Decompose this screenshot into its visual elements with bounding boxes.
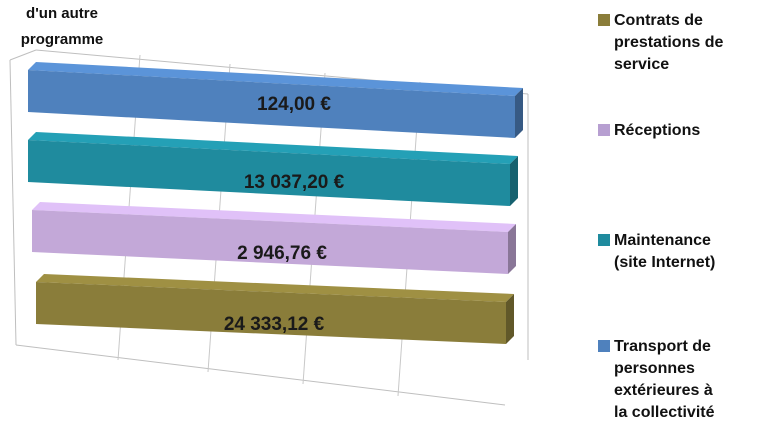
bar-contrats: [36, 282, 506, 344]
legend-item-transport: Transport de personnes extérieures à la …: [598, 336, 715, 424]
bars-group: [28, 62, 523, 344]
bar-end-contrats: [506, 294, 514, 344]
legend-item-maintenance: Maintenance (site Internet): [598, 230, 715, 274]
bar-value-label-maintenance: 13 037,20 €: [244, 172, 345, 193]
bar-value-label-transport: 124,00 €: [257, 94, 331, 115]
chart-title-line-2: programme: [21, 31, 104, 48]
bar-top-maintenance: [28, 132, 518, 164]
legend-swatch-transport: [598, 340, 610, 352]
bar-value-label-receptions: 2 946,76 €: [237, 243, 327, 264]
bar-top-transport: [28, 62, 523, 96]
legend-swatch-contrats: [598, 14, 610, 26]
legend-item-contrats: Contrats de prestations de service: [598, 10, 723, 76]
chart-title-line-1: d'un autre: [26, 5, 98, 22]
value-labels-group: 124,00 € 13 037,20 € 2 946,76 € 24 333,12 €: [224, 94, 345, 335]
bar-top-receptions: [32, 202, 516, 232]
bar-value-label-contrats: 24 333,12 €: [224, 314, 325, 335]
bar-top-contrats: [36, 274, 514, 302]
legend-swatch-receptions: [598, 124, 610, 136]
legend-label-transport: Transport de personnes extérieures à la …: [614, 338, 715, 421]
bar-receptions: [32, 210, 508, 274]
legend-label-contrats: Contrats de prestations de service: [614, 12, 724, 73]
legend-swatch-maintenance: [598, 234, 610, 246]
bar-end-receptions: [508, 224, 516, 274]
bar-maintenance: [28, 140, 510, 206]
chart-legend: Contrats de prestations de service Récep…: [598, 6, 763, 437]
bar-end-transport: [515, 88, 523, 138]
legend-label-receptions: Réceptions: [614, 122, 701, 139]
legend-label-maintenance: Maintenance (site Internet): [614, 232, 716, 271]
bar-transport: [28, 70, 515, 138]
bar-end-maintenance: [510, 156, 518, 206]
legend-item-receptions: Réceptions: [598, 120, 700, 142]
